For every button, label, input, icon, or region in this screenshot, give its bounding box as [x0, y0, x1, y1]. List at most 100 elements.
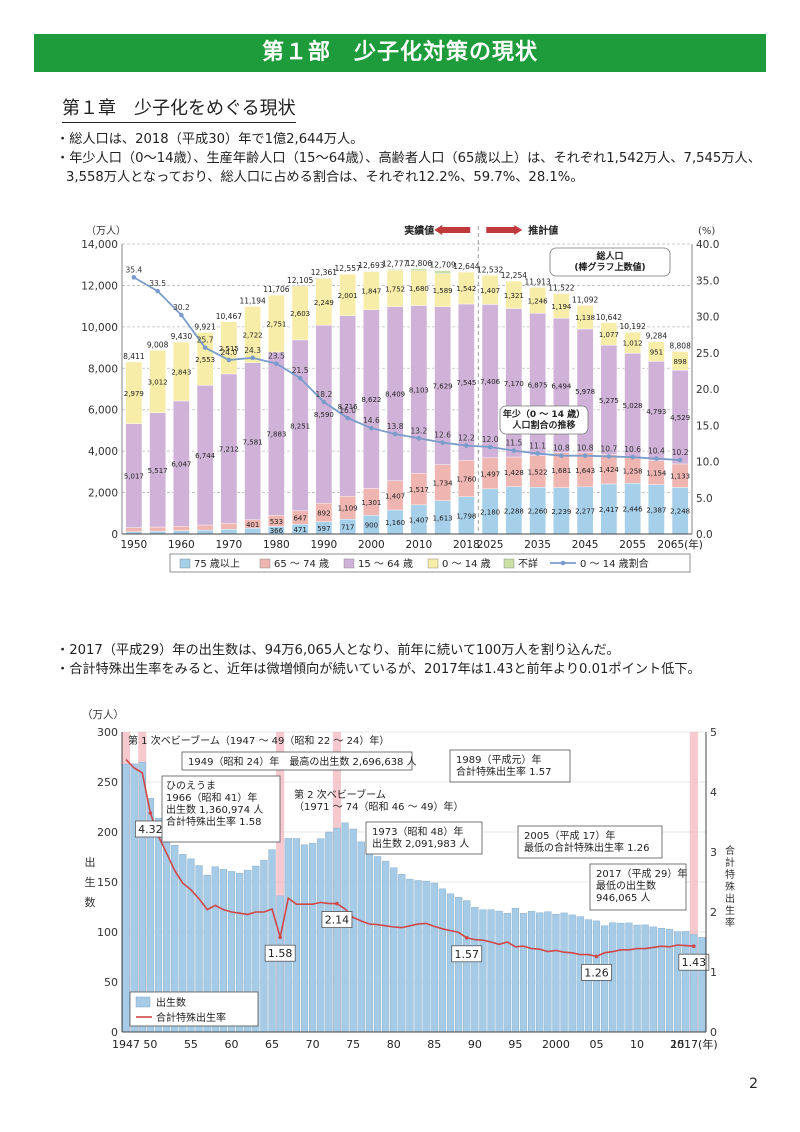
segment-value-label: 2,979	[124, 390, 144, 398]
ratio-point	[487, 444, 493, 450]
ratio-value-label: 33.5	[149, 279, 166, 288]
bar-total-label: 9,430	[171, 332, 193, 341]
bar-segment	[196, 524, 214, 531]
birth-bar	[690, 934, 698, 1033]
bar-segment	[173, 526, 190, 531]
segment-value-label: 2,180	[480, 508, 500, 516]
birth-bar	[325, 831, 333, 1033]
bar-total-label: 12,532	[477, 265, 503, 274]
y-tick-label: 0	[111, 529, 118, 541]
segment-value-label: 3,012	[148, 379, 168, 387]
segment-value-label: 7,406	[480, 378, 501, 386]
segment-value-label: 5,017	[124, 473, 144, 481]
bar-segment	[149, 350, 166, 413]
x-tick-label: 50	[143, 1038, 157, 1051]
y2-axis-title-char: 特	[725, 869, 735, 881]
birth-bar	[284, 838, 292, 1033]
segment-value-label: 1,798	[456, 512, 476, 520]
y-axis-title-char: 生	[85, 875, 96, 889]
chapter-title: 第１章 少子化をめぐる現状	[62, 94, 296, 123]
segment-value-label: 2,387	[646, 506, 666, 514]
birth-bar	[268, 849, 276, 1033]
x-tick-label: 2000	[358, 539, 385, 551]
x-tick-label: 2055	[619, 539, 646, 551]
actual-label: 実績値	[404, 224, 434, 237]
tfr-value-box	[321, 911, 353, 929]
ratio-point	[131, 275, 137, 280]
bar-total-label: 11,522	[548, 284, 574, 293]
segment-value-label: 6,875	[528, 381, 548, 389]
birth-bar	[649, 926, 657, 1033]
y2-tick-label: 35.0	[696, 275, 719, 287]
birth-bar	[528, 911, 536, 1033]
segment-value-label: 6,744	[195, 452, 216, 460]
y2-axis-title-char: 出	[725, 892, 735, 905]
ratio-line	[133, 276, 681, 461]
tfr-point	[335, 901, 339, 906]
segment-value-label: 898	[673, 358, 686, 366]
birth-bar	[365, 848, 373, 1033]
y1989-annotation: 1989（平成元）年合計特殊出生率 1.57	[456, 753, 551, 778]
legend-swatch	[179, 558, 191, 569]
segment-value-label: 1,109	[338, 505, 358, 513]
segment-value-label: 5,978	[575, 388, 595, 396]
birth-bar	[333, 827, 341, 1033]
bar-total-label: 11,706	[263, 285, 289, 294]
x-tick-label: 2065(年)	[657, 538, 702, 551]
baby-boom-2-annotation: 第 2 次ベビーブーム（1971 ～ 74（昭和 46 ～ 49）年）	[294, 788, 464, 813]
x-tick-label: 2017(年)	[670, 1037, 718, 1051]
bar-segment	[671, 351, 689, 371]
segment-value-label: 1,138	[575, 314, 595, 322]
ratio-value-label: 11.1	[529, 442, 546, 451]
segment-value-label: 2,277	[575, 507, 595, 515]
ratio-point	[202, 345, 208, 350]
birth-bar	[568, 914, 576, 1033]
actual-arrow	[434, 225, 471, 235]
bar-segment	[434, 270, 451, 274]
bar-segment	[315, 277, 333, 279]
legend-label: 合計特殊出生率	[156, 1011, 226, 1024]
segment-value-label: 1,160	[385, 519, 405, 527]
ratio-point	[535, 451, 540, 456]
x-tick-label: 1960	[168, 539, 195, 551]
ratio-value-label: 24.3	[244, 346, 261, 355]
ratio-point	[606, 454, 612, 459]
y2-axis-title-char: 生	[725, 904, 735, 917]
x-tick-label: 85	[427, 1038, 441, 1051]
bar-segment	[125, 527, 143, 532]
birth-bar	[309, 842, 317, 1033]
tfr-line	[125, 759, 694, 958]
x-tick-label: 1947	[112, 1038, 140, 1051]
bar-total-label: 12,361	[311, 268, 337, 277]
ratio-callout-text: 年少（0 ～ 14 歳）人口割合の推移	[503, 408, 585, 431]
ratio-value-label: 25.7	[197, 336, 214, 345]
segment-value-label: 1,542	[456, 285, 476, 293]
bar-total-label: 8,411	[123, 352, 145, 361]
birth-bar	[552, 913, 560, 1033]
birth-bar	[292, 838, 300, 1033]
bar-segment	[196, 332, 214, 386]
x-tick-label: 75	[346, 1038, 360, 1051]
segment-value-label: 1,154	[646, 470, 667, 478]
ratio-point	[369, 425, 374, 431]
summary-bullets-births: 2017（平成29）年の出生数は、94万6,065人となり、前年に続いて100万…	[56, 641, 766, 679]
segment-value-label: 2,446	[623, 506, 644, 514]
y-tick-label: 2,000	[88, 488, 118, 500]
segment-value-label: 2,001	[338, 292, 358, 300]
y2-tick-label: 15.0	[696, 420, 719, 432]
segment-value-label: 8,103	[409, 387, 429, 395]
bar-segment	[576, 305, 594, 330]
bar-total-label: 12,105	[287, 276, 313, 285]
segment-value-label: 1,517	[409, 486, 429, 494]
segment-value-label: 1,643	[575, 467, 595, 475]
birth-bar	[430, 882, 438, 1033]
y-unit-label: （万人）	[82, 709, 124, 721]
segment-value-label: 1,407	[409, 516, 429, 524]
ratio-point	[345, 415, 350, 421]
ratio-value-label: 10.8	[553, 444, 570, 453]
bar-segment	[529, 287, 546, 314]
birth-bar	[373, 856, 382, 1033]
bar-segment	[410, 268, 428, 271]
birth-bar	[300, 844, 309, 1033]
segment-value-label: 1,522	[528, 468, 548, 476]
